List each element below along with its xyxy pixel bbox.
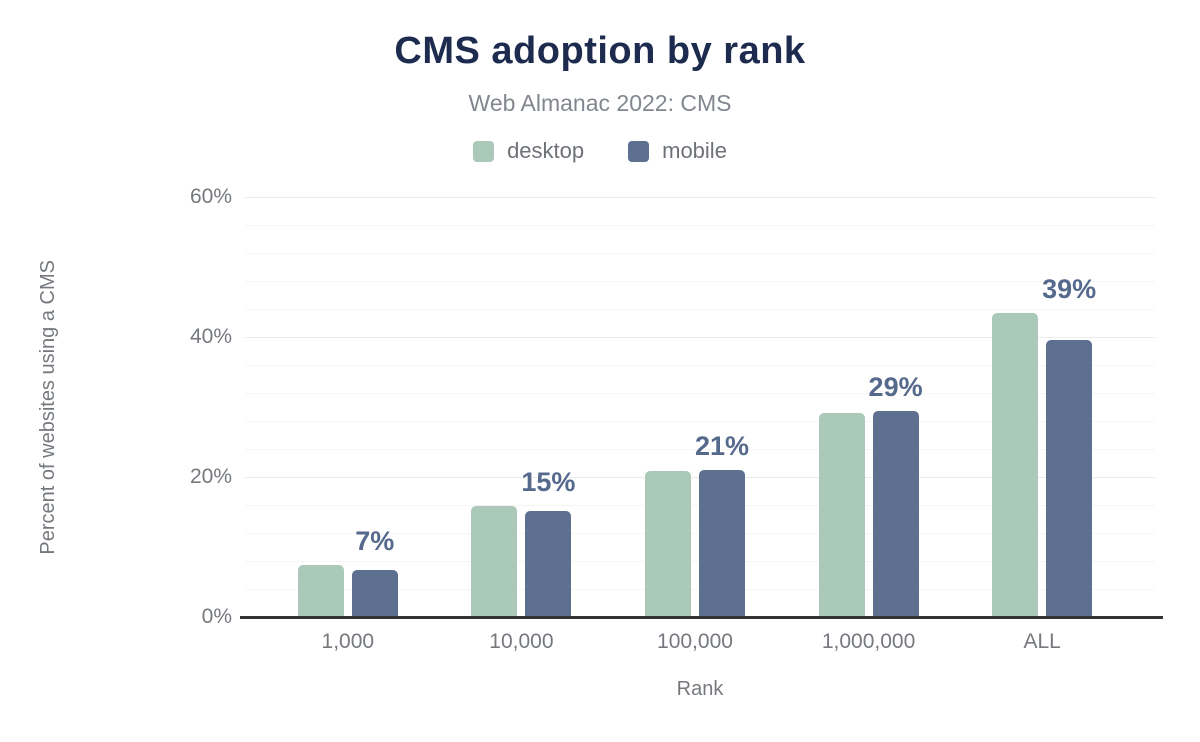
bar-value-label-all: 39% bbox=[1042, 274, 1097, 305]
x-tick-100000: 100,000 bbox=[657, 630, 733, 653]
bar-group-100000: 21% 100,000 bbox=[608, 197, 782, 653]
bar-group-1000000: 29% 1,000,000 bbox=[782, 197, 956, 653]
bar-group-1000: 7% 1,000 bbox=[261, 197, 435, 653]
y-tick-40: 40% bbox=[189, 325, 232, 348]
gridline-minor-28 bbox=[245, 420, 1155, 422]
y-axis-ticks: 0% 20% 40% 60% bbox=[150, 186, 232, 627]
bar-desktop-all[interactable] bbox=[992, 313, 1039, 617]
bar-desktop-100000[interactable] bbox=[644, 471, 691, 617]
bar-value-label-1000: 7% bbox=[355, 526, 395, 557]
gridline-minor-36 bbox=[245, 364, 1155, 366]
y-axis-title-text: Percent of websites using a CMS bbox=[36, 259, 59, 555]
bar-mobile-100000[interactable] bbox=[698, 470, 745, 617]
gridline-minor-24 bbox=[245, 448, 1155, 450]
legend-label-desktop: desktop bbox=[507, 138, 585, 163]
bar-desktop-10000[interactable] bbox=[471, 505, 518, 617]
gridline-minor-56 bbox=[245, 224, 1155, 226]
y-tick-60: 60% bbox=[189, 185, 232, 208]
gridline-minor-32 bbox=[245, 392, 1155, 394]
x-tick-1000: 1,000 bbox=[321, 630, 375, 653]
gridline-major-60 bbox=[245, 196, 1155, 198]
bar-group-all: 39% ALL bbox=[955, 197, 1129, 653]
x-axis-title: Rank bbox=[676, 678, 724, 700]
bar-mobile-10000[interactable] bbox=[525, 511, 572, 617]
chart-title: CMS adoption by rank bbox=[394, 30, 806, 72]
legend-label-mobile: mobile bbox=[662, 138, 727, 163]
gridline-major-40 bbox=[245, 336, 1155, 338]
plot-area: 7% 1,000 15% 10,000 21% 100,000 29% 1,000,000 39… bbox=[240, 196, 1163, 653]
legend-swatch-mobile bbox=[628, 140, 650, 162]
x-tick-10000: 10,000 bbox=[489, 630, 554, 653]
y-tick-0: 0% bbox=[201, 605, 232, 628]
legend-item-desktop[interactable]: desktop bbox=[473, 138, 584, 164]
bar-mobile-all[interactable] bbox=[1046, 339, 1093, 617]
gridline-minor-48 bbox=[245, 280, 1155, 282]
bar-group-10000: 15% 10,000 bbox=[435, 197, 609, 653]
gridline-minor-52 bbox=[245, 252, 1155, 254]
chart-subtitle: Web Almanac 2022: CMS bbox=[468, 90, 732, 116]
bar-mobile-1000000[interactable] bbox=[872, 411, 919, 617]
y-tick-20: 20% bbox=[189, 465, 232, 488]
x-tick-1000000: 1,000,000 bbox=[821, 630, 916, 653]
bar-value-label-100000: 21% bbox=[694, 431, 750, 461]
x-tick-all: ALL bbox=[1023, 630, 1061, 653]
gridline-minor-44 bbox=[245, 308, 1155, 310]
bar-desktop-1000000[interactable] bbox=[818, 413, 865, 617]
bar-value-label-10000: 15% bbox=[521, 466, 576, 497]
legend: desktop mobile bbox=[0, 138, 1200, 164]
bar-groups: 7% 1,000 15% 10,000 21% 100,000 29% 1,000,000 39… bbox=[245, 197, 1155, 653]
legend-swatch-desktop bbox=[473, 140, 495, 162]
y-axis-title: Percent of websites using a CMS bbox=[34, 197, 62, 617]
legend-item-mobile[interactable]: mobile bbox=[628, 138, 727, 164]
bar-mobile-1000[interactable] bbox=[351, 570, 398, 617]
bar-value-label-1000000: 29% bbox=[868, 372, 923, 403]
x-axis-baseline bbox=[240, 616, 1163, 619]
bar-desktop-1000[interactable] bbox=[297, 565, 344, 617]
